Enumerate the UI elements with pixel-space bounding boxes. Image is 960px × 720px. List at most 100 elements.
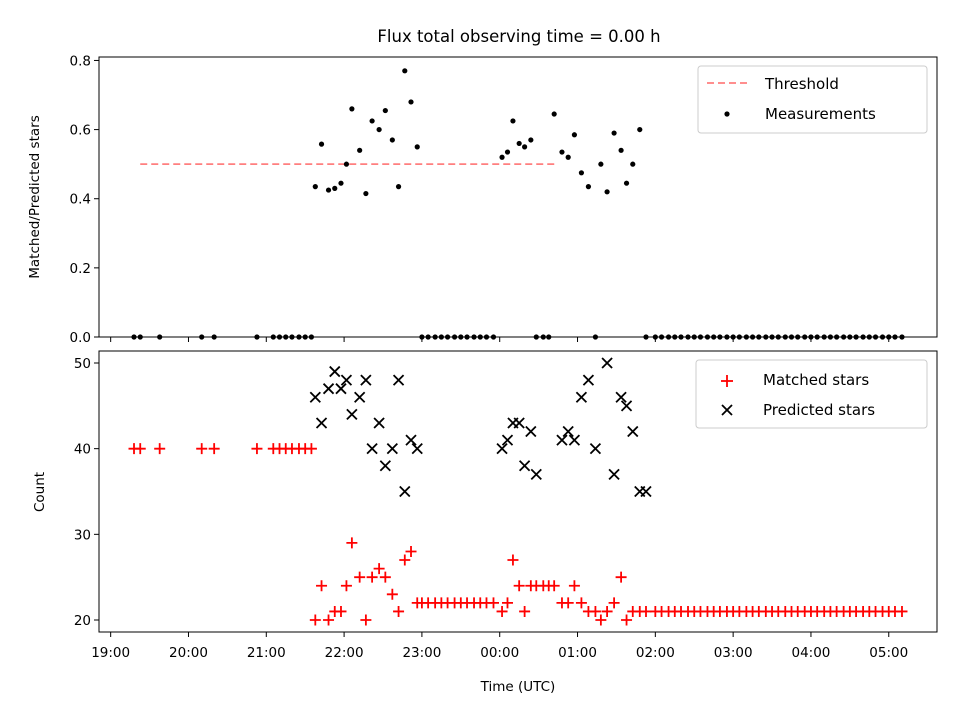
x-tick-label: 21:00 [247,645,286,661]
measurement-point [630,161,636,167]
measurement-point [637,126,643,133]
measurements-legend-label: Measurements [765,105,876,123]
matched-star-point [507,554,519,566]
predicted-star-point [562,425,574,438]
matched-star-point [208,443,220,455]
bottom-y-axis-label: Count [32,472,48,512]
measurement-point [357,147,363,153]
predicted-star-point [386,443,398,455]
measurement-point [598,161,604,167]
predicted-star-point [620,400,633,412]
predicted-star-point [627,425,639,438]
predicted-star-point [329,365,341,378]
matched-star-point [379,571,391,583]
matched-star-point [501,597,513,609]
matched-star-point [316,580,328,592]
measurement-point [318,141,325,147]
matched-star-point [568,580,580,592]
measurement-point [565,154,571,160]
predicted-star-point [608,468,620,481]
measurement-point [618,147,624,153]
threshold-legend-label: Threshold [764,75,839,93]
measurement-point [369,118,375,124]
matched-star-point [360,614,372,626]
predicted-star-point [399,485,411,498]
top-y-tick-label: 0.2 [70,261,91,277]
matched-star-point [487,597,499,609]
matched-star-point [595,614,607,626]
matched-star-point [513,580,525,592]
measurement-point [414,144,420,150]
matched-star-point [251,443,263,455]
predicted-star-point [582,374,595,386]
measurement-point [389,137,395,143]
measurement-point [510,118,516,124]
measurement-point [395,184,402,190]
matched-star-point [354,571,366,583]
matched-star-point [496,605,508,617]
predicted-star-point [315,417,328,429]
predicted-star-point [354,391,366,403]
predicted-star-point [589,443,602,455]
predicted-star-point [373,417,385,429]
predicted-star-point [309,391,321,403]
predicted-legend-label: Predicted stars [763,401,875,419]
matched-legend-swatch [721,375,733,387]
x-tick-label: 02:00 [636,645,675,661]
matched-star-point [562,597,574,609]
x-tick-label: 03:00 [714,645,753,661]
bottom-y-tick-label: 30 [74,527,91,543]
top-y-tick-label: 0.8 [70,53,91,69]
predicted-star-point [335,383,347,395]
matched-star-point [154,443,166,455]
measurement-point [408,99,414,105]
predicted-star-point [366,443,378,455]
bottom-y-tick-label: 40 [74,442,91,458]
predicted-star-point [518,460,531,472]
predicted-star-point [601,357,613,369]
matched-star-point [589,605,601,617]
matched-star-point [548,580,560,592]
matched-star-point [309,614,321,626]
predicted-star-point [568,434,581,446]
predicted-star-point [360,374,372,386]
predicted-star-point [575,391,588,403]
x-tick-label: 04:00 [791,645,830,661]
predicted-star-point [392,374,405,386]
predicted-star-point [525,425,537,438]
measurement-point [382,107,388,114]
matched-star-point [608,597,620,609]
top-y-tick-label: 0.4 [70,192,91,208]
predicted-star-point [640,485,652,498]
predicted-star-point [405,434,417,446]
matched-star-point [340,580,352,592]
measurement-point [559,149,565,155]
measurement-point [578,170,585,176]
measurement-point [516,140,522,147]
matched-star-point [640,605,652,617]
matched-star-point [519,605,531,617]
x-tick-label: 19:00 [91,645,130,661]
measurements-legend-swatch [724,111,730,117]
matched-legend-label: Matched stars [763,371,869,389]
bottom-y-tick-label: 50 [74,356,91,372]
matched-star-point [196,443,208,455]
matched-star-point [615,571,627,583]
matched-star-point [393,605,405,617]
measurement-point [349,106,355,112]
x-tick-label: 05:00 [869,645,908,661]
predicted-star-point [379,460,391,472]
predicted-star-point [530,468,542,481]
matched-star-point [405,545,417,557]
x-axis-label: Time (UTC) [480,679,556,695]
x-tick-label: 01:00 [558,645,597,661]
top-axes-frame [98,56,938,338]
measurement-point [363,190,369,197]
predicted-star-point [501,434,514,446]
measurement-point [499,154,505,160]
top-y-tick-label: 0.0 [70,330,91,346]
x-tick-label: 22:00 [325,645,364,661]
matched-star-point [323,614,335,626]
matched-star-point [399,554,411,566]
bottom-marks [128,357,908,626]
